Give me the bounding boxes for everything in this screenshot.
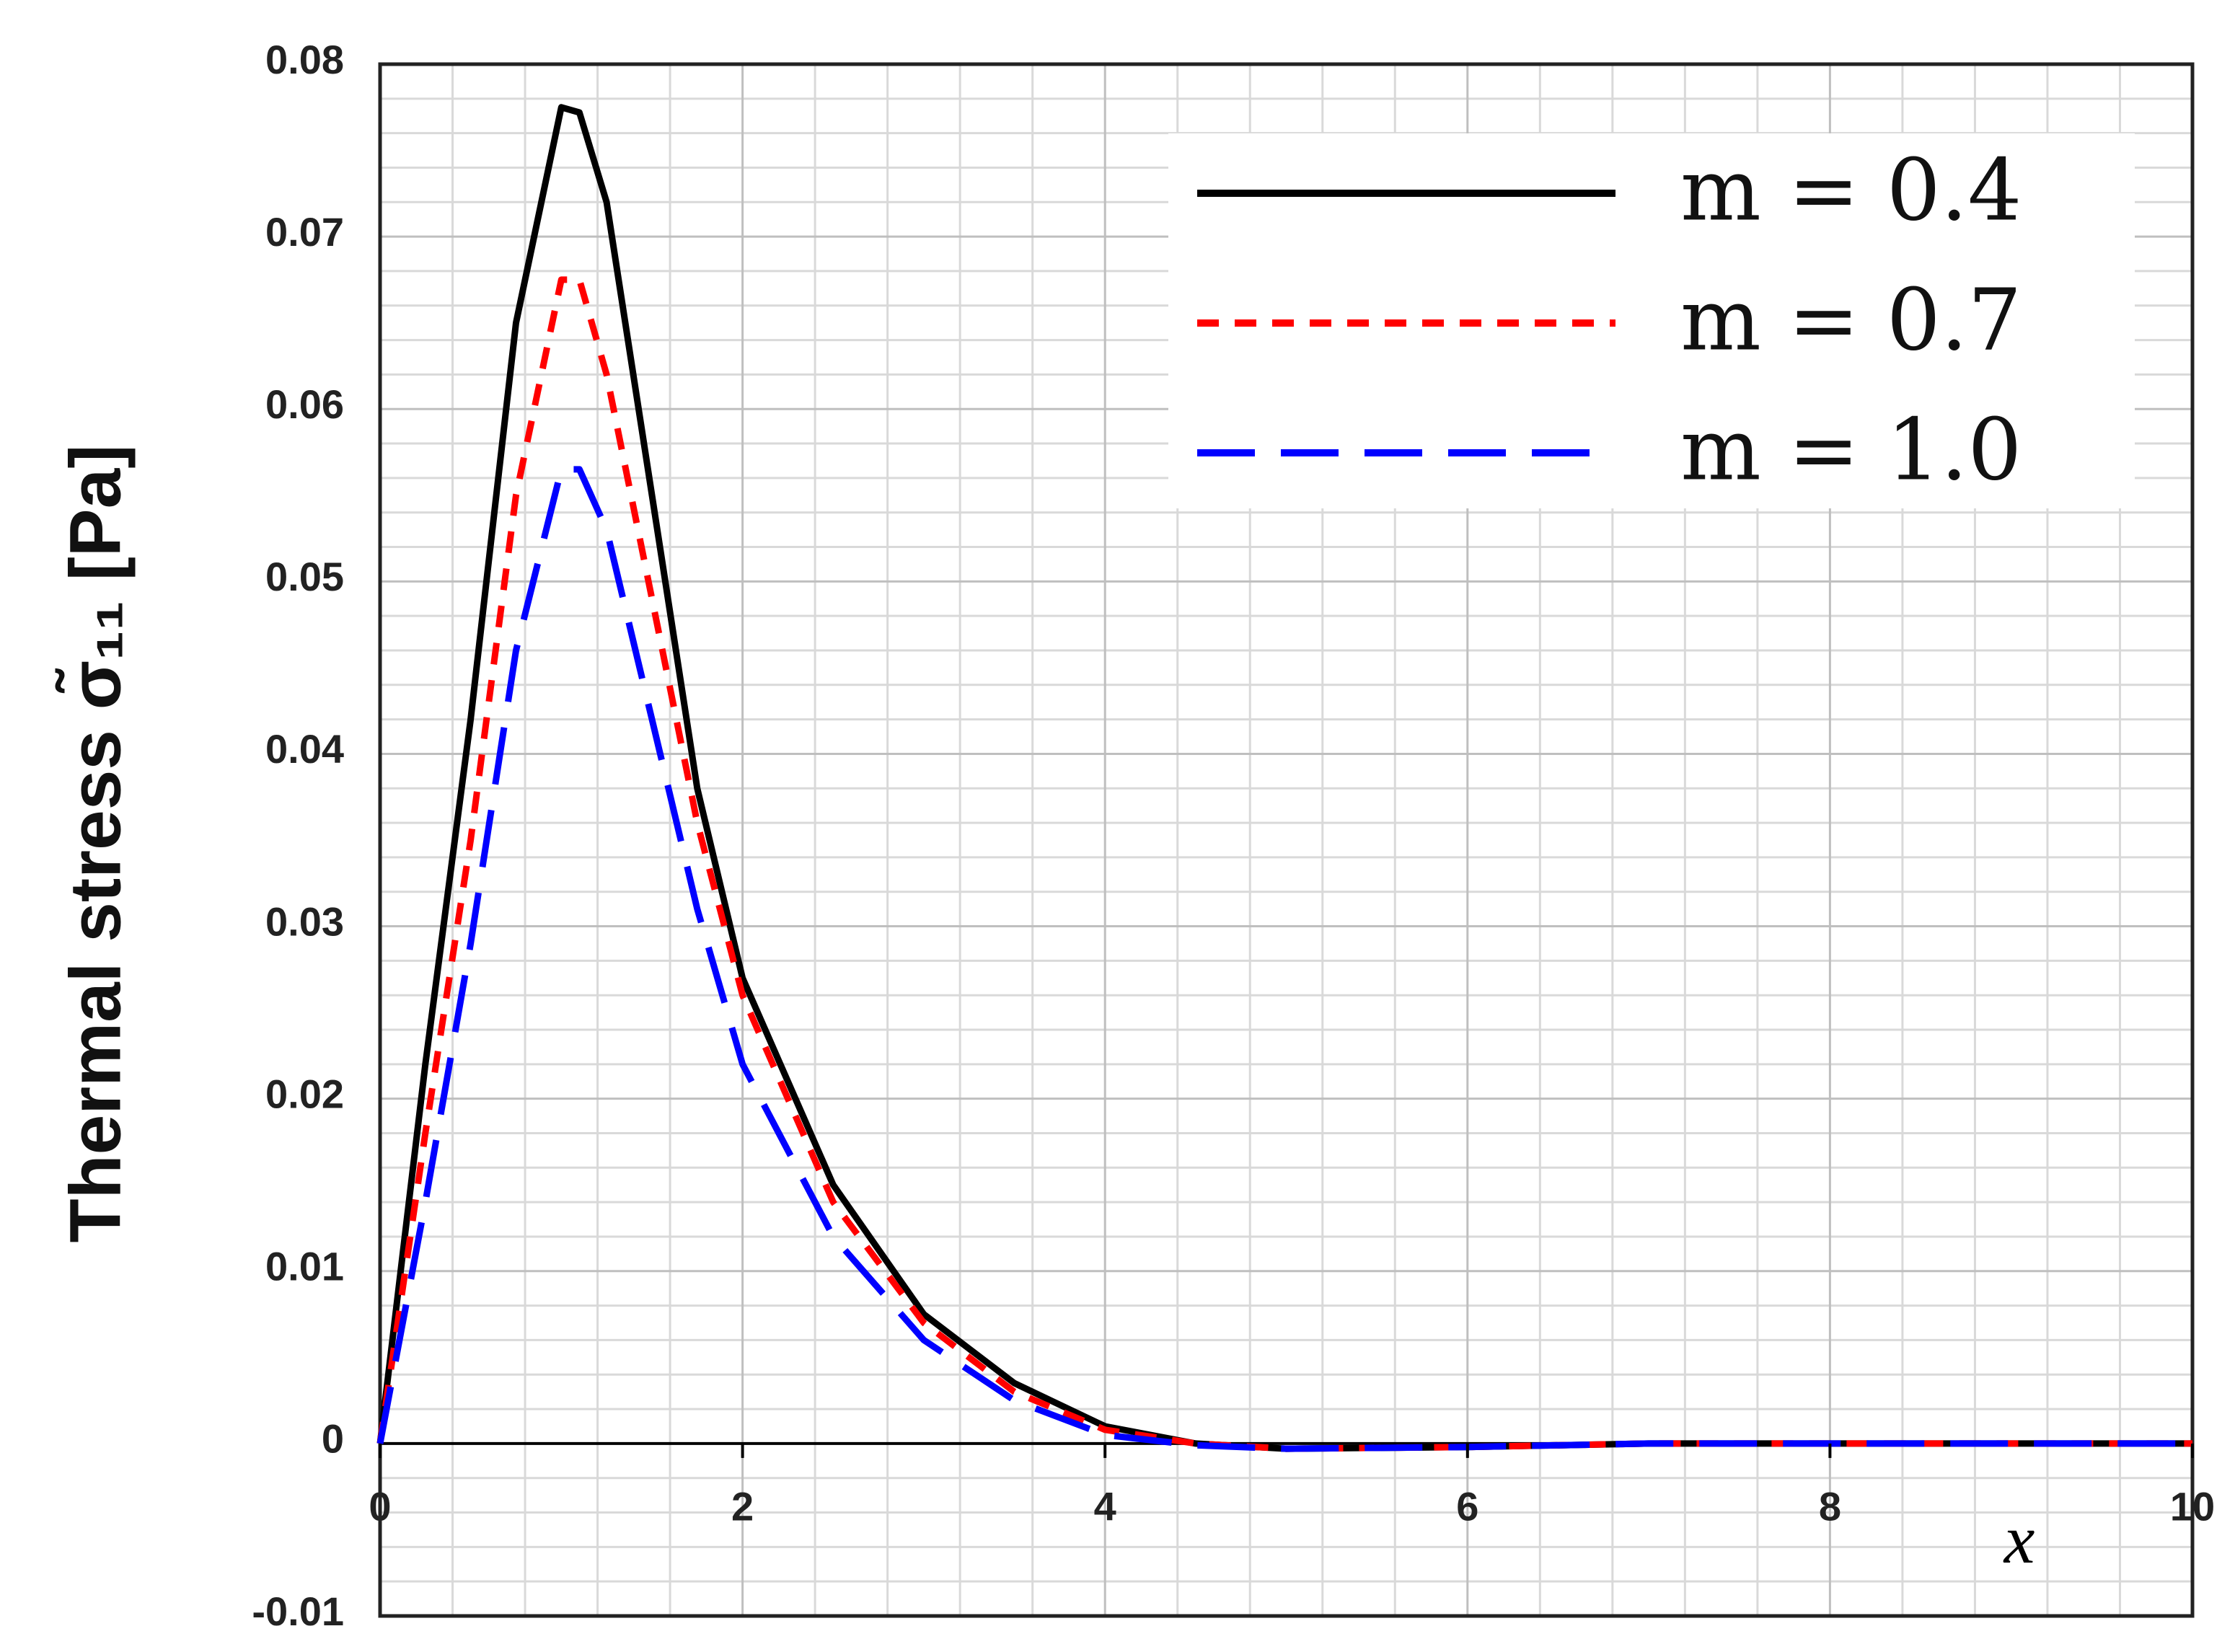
x-tick-label: 8 (1819, 1484, 1841, 1529)
y-tick-label: 0.08 (265, 37, 344, 82)
data-line (376, 466, 2192, 1452)
y-tick-label: 0.06 (265, 381, 344, 427)
y-tick-label: -0.01 (252, 1589, 344, 1634)
y-tick-label: 0.04 (265, 726, 344, 772)
legend-label: m = 1.0 (1680, 400, 2022, 500)
y-tick-label: 0.03 (265, 898, 344, 944)
plot-content (376, 62, 2195, 1618)
x-tick-label: 6 (1456, 1484, 1478, 1529)
legend-label: m = 0.7 (1680, 270, 2022, 370)
y-tick-label: 0.01 (265, 1244, 344, 1289)
y-tick-label: 0.02 (265, 1071, 344, 1116)
x-tick-label: 10 (2170, 1484, 2215, 1529)
x-tick-label: 4 (1094, 1484, 1116, 1529)
x-tick-label: 0 (369, 1484, 391, 1529)
x-axis-label: x (2003, 1501, 2035, 1578)
plot-frame (378, 62, 2195, 1618)
y-tick-label: 0.05 (265, 554, 344, 599)
y-tick-label: 0 (322, 1416, 344, 1462)
legend-label: m = 0.4 (1680, 141, 2022, 240)
x-tick-label: 2 (731, 1484, 754, 1529)
y-axis-label: Thermal stress σ̃₁₁ [Pa] (55, 444, 136, 1242)
y-tick-label: 0.07 (265, 209, 344, 255)
legend: m = 0.4 m = 0.7 m = 1.0 (1168, 133, 2135, 508)
